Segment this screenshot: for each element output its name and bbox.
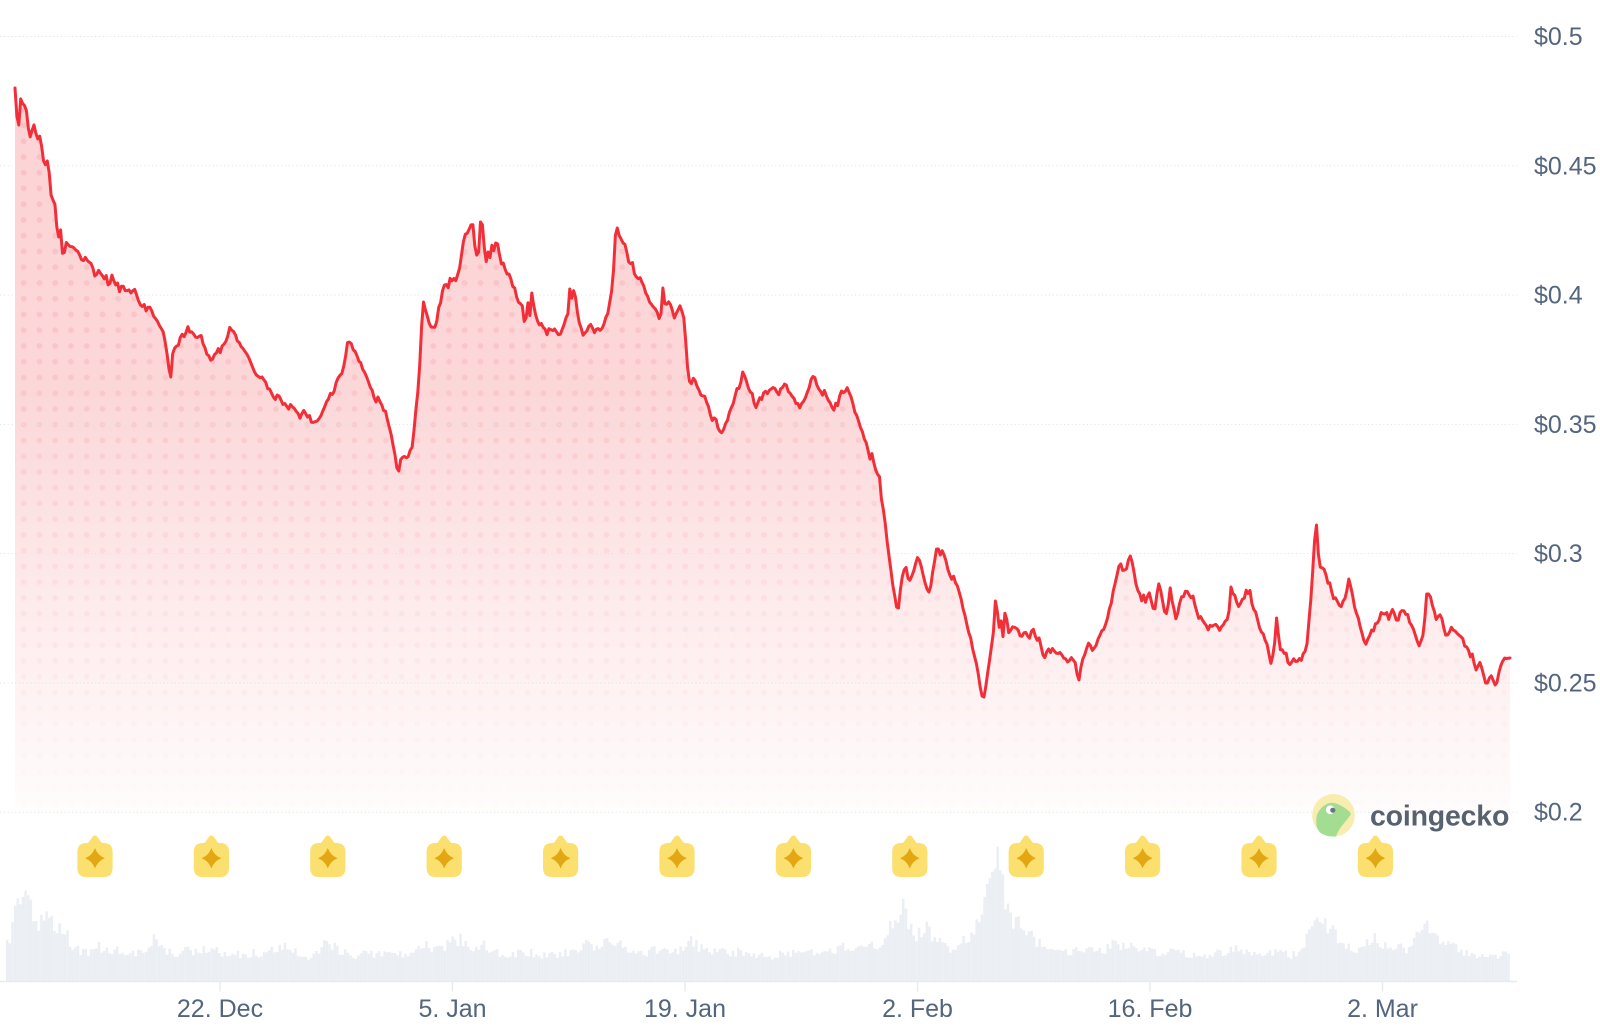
svg-text:5. Jan: 5. Jan: [418, 995, 486, 1023]
svg-text:$0.45: $0.45: [1534, 152, 1597, 180]
svg-text:16. Feb: 16. Feb: [1108, 995, 1193, 1023]
svg-text:$0.2: $0.2: [1534, 799, 1583, 827]
svg-text:coingecko: coingecko: [1370, 801, 1509, 833]
svg-text:$0.3: $0.3: [1534, 540, 1583, 568]
svg-text:$0.25: $0.25: [1534, 669, 1597, 697]
svg-text:2. Mar: 2. Mar: [1347, 995, 1418, 1023]
svg-text:$0.35: $0.35: [1534, 411, 1597, 439]
svg-text:19. Jan: 19. Jan: [644, 995, 726, 1023]
svg-text:2. Feb: 2. Feb: [882, 995, 953, 1023]
svg-text:22. Dec: 22. Dec: [177, 995, 263, 1023]
svg-text:$0.5: $0.5: [1534, 23, 1583, 51]
svg-text:$0.4: $0.4: [1534, 282, 1583, 310]
